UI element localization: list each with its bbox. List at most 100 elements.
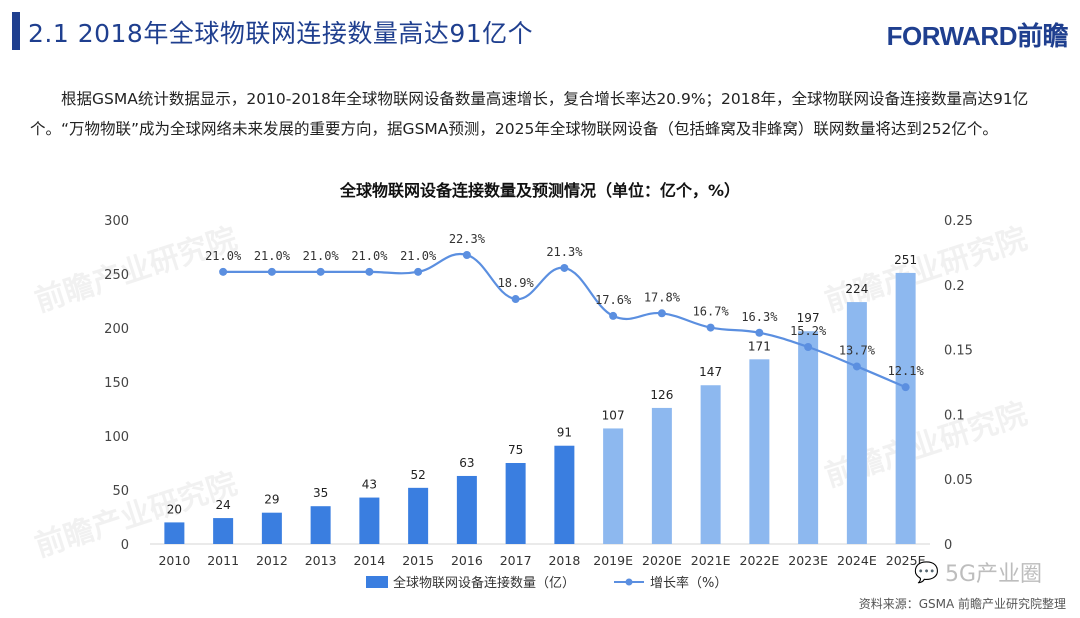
legend-line-marker bbox=[625, 578, 633, 586]
bar-value-label: 75 bbox=[508, 443, 523, 457]
bar-value-label: 107 bbox=[602, 408, 625, 422]
bar-value-label: 224 bbox=[845, 282, 868, 296]
growth-rate-label: 21.3% bbox=[546, 245, 583, 259]
intro-paragraph: 根据GSMA统计数据显示，2010-2018年全球物联网设备数量高速增长，复合增… bbox=[30, 90, 1029, 138]
growth-rate-point bbox=[657, 309, 666, 318]
wechat-icon: 💬 bbox=[914, 560, 939, 584]
growth-rate-point bbox=[560, 263, 569, 272]
bar-value-label: 35 bbox=[313, 486, 328, 500]
growth-rate-label: 15.2% bbox=[790, 324, 827, 338]
y-left-tick-label: 250 bbox=[104, 268, 129, 283]
x-tick-label: 2021E bbox=[691, 553, 731, 568]
y-right-tick-label: 0.1 bbox=[944, 408, 965, 423]
x-tick-label: 2018 bbox=[548, 553, 580, 568]
bar-value-label: 63 bbox=[459, 456, 474, 470]
wechat-label: 5G产业圈 bbox=[944, 562, 1042, 587]
legend-bar-swatch bbox=[366, 576, 388, 588]
bar-value-label: 251 bbox=[894, 253, 917, 267]
bar-value-label: 91 bbox=[557, 426, 572, 440]
growth-rate-point bbox=[462, 250, 471, 259]
growth-rate-point bbox=[804, 343, 813, 352]
bar bbox=[359, 497, 380, 544]
growth-rate-point bbox=[609, 311, 618, 320]
bar-value-label: 24 bbox=[215, 498, 230, 512]
brand-logo: FORWARD前瞻 bbox=[886, 21, 1069, 51]
x-tick-label: 2020E bbox=[642, 553, 682, 568]
page-title: 2.1 2018年全球物联网连接数量高达91亿个 bbox=[28, 19, 534, 48]
wechat-badge: 💬 5G产业圈 bbox=[914, 556, 1042, 588]
bar-value-label: 43 bbox=[362, 478, 377, 492]
bar bbox=[651, 407, 672, 544]
growth-rate-label: 18.9% bbox=[498, 276, 535, 290]
growth-rate-label: 16.3% bbox=[741, 310, 778, 324]
y-left-tick-label: 50 bbox=[112, 484, 129, 499]
x-tick-label: 2016 bbox=[451, 553, 483, 568]
x-tick-label: 2010 bbox=[158, 553, 190, 568]
chart-title: 全球物联网设备连接数量及预测情况（单位：亿个，%） bbox=[339, 181, 741, 200]
growth-rate-label: 12.1% bbox=[888, 364, 925, 378]
legend-bar-label: 全球物联网设备连接数量（亿） bbox=[393, 575, 575, 591]
growth-rate-label: 16.7% bbox=[693, 305, 730, 319]
bar bbox=[505, 463, 526, 544]
bar bbox=[603, 428, 624, 544]
growth-rate-label: 17.6% bbox=[595, 293, 632, 307]
bar-value-label: 197 bbox=[797, 311, 820, 325]
growth-rate-point bbox=[852, 362, 861, 371]
bar bbox=[554, 445, 575, 544]
bar-value-label: 171 bbox=[748, 339, 771, 353]
y-left-tick-label: 0 bbox=[121, 538, 129, 553]
bar bbox=[310, 506, 331, 544]
growth-rate-point bbox=[511, 295, 520, 304]
bar-value-label: 29 bbox=[264, 493, 279, 507]
growth-rate-point bbox=[365, 267, 374, 276]
growth-rate-label: 21.0% bbox=[254, 249, 291, 263]
y-right-tick-label: 0.2 bbox=[944, 279, 965, 294]
growth-rate-point bbox=[316, 267, 325, 276]
growth-rate-point bbox=[901, 383, 910, 392]
growth-rate-point bbox=[706, 323, 715, 332]
y-right-tick-label: 0.05 bbox=[944, 473, 973, 488]
x-tick-label: 2024E bbox=[837, 553, 877, 568]
x-tick-label: 2022E bbox=[740, 553, 780, 568]
growth-rate-point bbox=[219, 267, 228, 276]
bar bbox=[700, 385, 721, 544]
y-left-tick-label: 300 bbox=[104, 214, 129, 229]
growth-rate-label: 21.0% bbox=[400, 249, 437, 263]
growth-rate-label: 21.0% bbox=[303, 249, 340, 263]
bar-value-label: 52 bbox=[410, 468, 425, 482]
legend-line-label: 增长率（%） bbox=[650, 575, 727, 591]
x-tick-label: 2017 bbox=[500, 553, 532, 568]
bar bbox=[895, 272, 916, 544]
bar-value-label: 126 bbox=[650, 388, 673, 402]
x-tick-label: 2012 bbox=[256, 553, 288, 568]
source-note: 资料来源：GSMA 前瞻产业研究院整理 bbox=[858, 597, 1066, 611]
growth-rate-label: 13.7% bbox=[839, 343, 876, 357]
x-tick-label: 2015 bbox=[402, 553, 434, 568]
growth-rate-label: 21.0% bbox=[351, 249, 388, 263]
growth-rate-point bbox=[414, 267, 423, 276]
y-right-tick-label: 0 bbox=[944, 538, 952, 553]
y-right-tick-label: 0.15 bbox=[944, 344, 973, 359]
x-tick-label: 2011 bbox=[207, 553, 239, 568]
y-left-tick-label: 100 bbox=[104, 430, 129, 445]
growth-rate-label: 21.0% bbox=[205, 249, 242, 263]
x-tick-label: 2023E bbox=[788, 553, 828, 568]
x-tick-label: 2014 bbox=[353, 553, 385, 568]
x-tick-label: 2019E bbox=[593, 553, 633, 568]
title-accent-bar bbox=[12, 12, 20, 50]
bar-value-label: 147 bbox=[699, 365, 722, 379]
bar bbox=[798, 331, 819, 544]
bar-value-label: 20 bbox=[167, 502, 182, 516]
bar bbox=[261, 512, 282, 544]
x-tick-label: 2013 bbox=[305, 553, 337, 568]
bar bbox=[213, 518, 234, 544]
bar bbox=[749, 359, 770, 544]
x-tick-label: 2025E bbox=[886, 553, 926, 568]
y-left-tick-label: 150 bbox=[104, 376, 129, 391]
growth-rate-point bbox=[267, 267, 276, 276]
bar bbox=[846, 302, 867, 544]
bar bbox=[408, 487, 429, 544]
growth-rate-label: 17.8% bbox=[644, 290, 681, 304]
y-right-tick-label: 0.25 bbox=[944, 214, 973, 229]
y-left-tick-label: 200 bbox=[104, 322, 129, 337]
